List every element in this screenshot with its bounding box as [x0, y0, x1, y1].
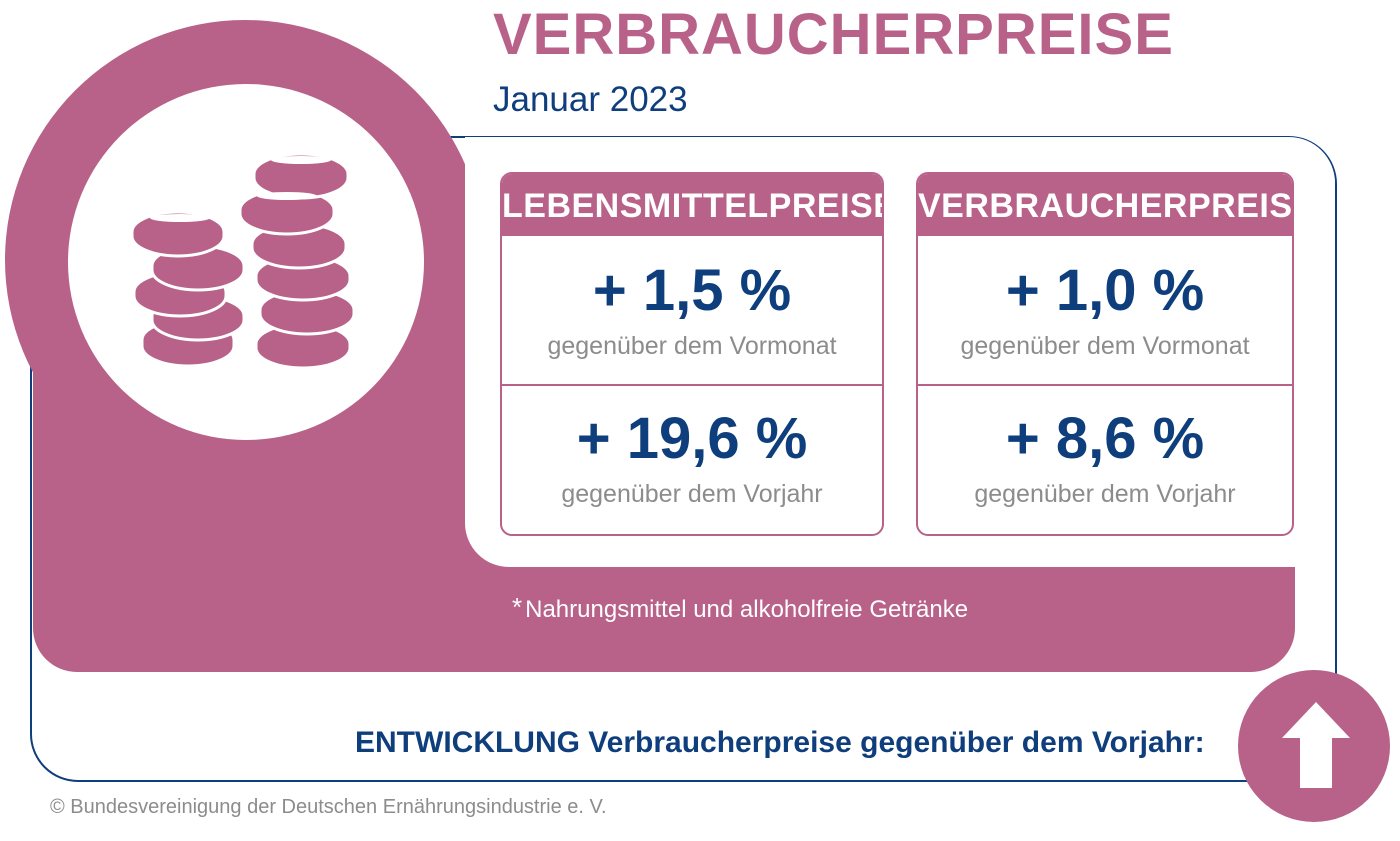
consumer-yearly-label: gegenüber dem Vorjahr	[974, 480, 1236, 508]
footnote-text: Nahrungsmittel und alkoholfreie Getränke	[525, 596, 969, 623]
footnote: * Nahrungsmittel und alkoholfreie Getränk…	[512, 592, 969, 627]
footnote-marker: *	[512, 592, 523, 622]
copyright-notice: © Bundesvereinigung der Deutschen Ernähr…	[50, 796, 607, 818]
consumer-prices-card-title: VERBRAUCHERPREISE	[918, 174, 1292, 236]
food-prices-card: LEBENSMITTELPREISE* + 1,5 % gegenüber de…	[500, 172, 884, 536]
page-title: VERBRAUCHERPREISE	[493, 2, 1174, 67]
icon-circle	[68, 84, 424, 440]
food-monthly-label: gegenüber dem Vormonat	[547, 332, 837, 360]
consumer-monthly-section: + 1,0 % gegenüber dem Vormonat	[918, 236, 1292, 386]
consumer-yearly-section: + 8,6 % gegenüber dem Vorjahr	[918, 386, 1292, 534]
consumer-monthly-value: + 1,0 %	[1005, 258, 1205, 323]
page-subtitle: Januar 2023	[493, 80, 688, 119]
food-yearly-label: gegenüber dem Vorjahr	[561, 480, 823, 508]
consumer-monthly-label: gegenüber dem Vormonat	[960, 332, 1250, 360]
food-monthly-value: + 1,5 %	[592, 258, 792, 323]
consumer-yearly-value: + 8,6 %	[1005, 406, 1205, 471]
food-yearly-value: + 19,6 %	[576, 406, 808, 471]
consumer-prices-card: VERBRAUCHERPREISE + 1,0 % gegenüber dem …	[916, 172, 1294, 536]
food-yearly-section: + 19,6 % gegenüber dem Vorjahr	[502, 386, 882, 534]
coins-icon	[130, 152, 356, 370]
food-monthly-section: + 1,5 % gegenüber dem Vormonat	[502, 236, 882, 386]
trend-label: ENTWICKLUNG Verbraucherpreise gegenüber …	[355, 726, 1205, 759]
arrow-up-icon	[1282, 702, 1350, 788]
food-prices-card-title: LEBENSMITTELPREISE*	[502, 174, 882, 236]
